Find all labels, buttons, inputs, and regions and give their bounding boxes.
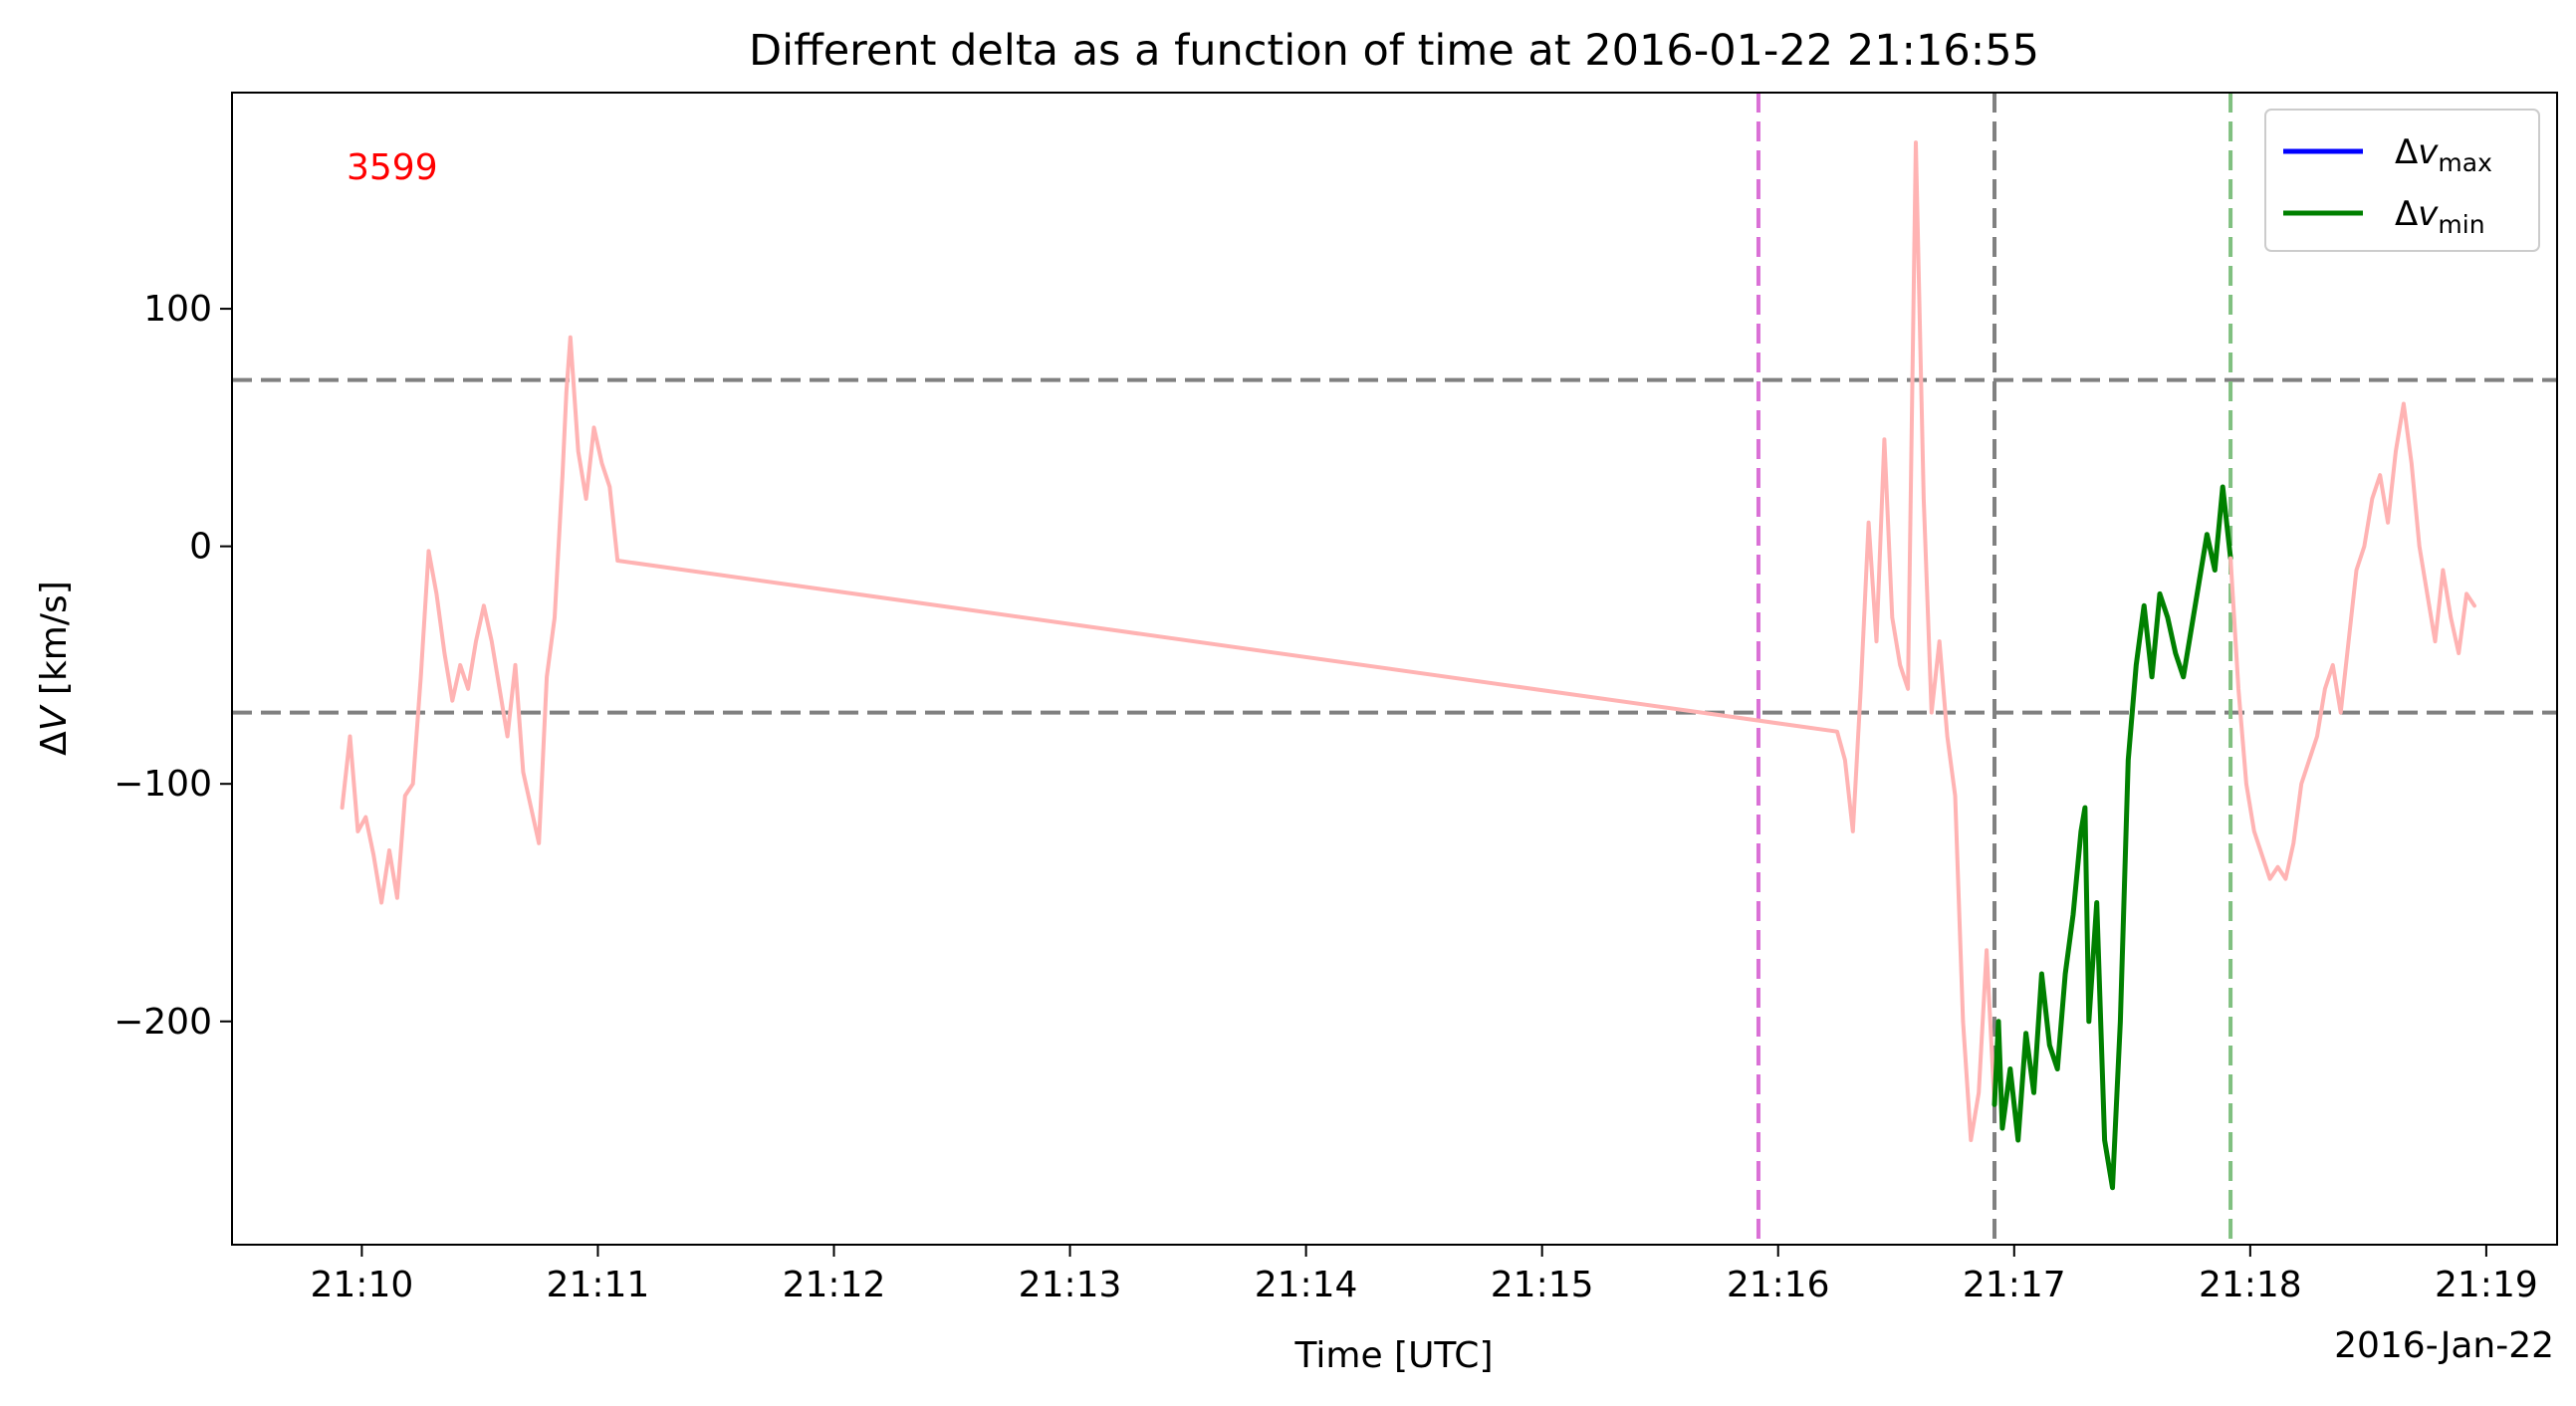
x-axis-label: Time [UTC] [1293, 1335, 1493, 1376]
x-tick-label: 21:16 [1727, 1265, 1830, 1305]
series-line-0 [340, 140, 1996, 1142]
x-tick-label: 21:17 [1963, 1265, 2066, 1305]
x-offset-label: 2016-Jan-22 [2334, 1325, 2554, 1366]
y-axis-label: ΔV [km/s] [34, 581, 75, 756]
legend: Δvmax Δvmin [2264, 109, 2540, 252]
y-tick-label: 0 [189, 527, 212, 568]
y-tick-label: −100 [114, 764, 212, 805]
y-tick-label: 100 [143, 289, 212, 330]
chart-title: Different delta as a function of time at… [749, 26, 2039, 76]
x-tick-label: 21:19 [2435, 1265, 2538, 1305]
x-tick-label: 21:13 [1019, 1265, 1122, 1305]
x-tick-label: 21:12 [783, 1265, 886, 1305]
series-line-1 [1991, 484, 2233, 1191]
y-tick-label: −200 [114, 1002, 212, 1043]
legend-label-min: Δvmin [2395, 194, 2485, 239]
x-tick-label: 21:10 [311, 1265, 414, 1305]
legend-label-max: Δvmax [2395, 132, 2492, 177]
x-tick-label: 21:15 [1491, 1265, 1594, 1305]
x-tick-label: 21:14 [1255, 1265, 1358, 1305]
plot-frame [231, 92, 2558, 1246]
annotation-count: 3599 [347, 147, 438, 188]
series-line-2 [2228, 401, 2476, 881]
x-tick-label: 21:18 [2199, 1265, 2302, 1305]
x-tick-label: 21:11 [547, 1265, 650, 1305]
